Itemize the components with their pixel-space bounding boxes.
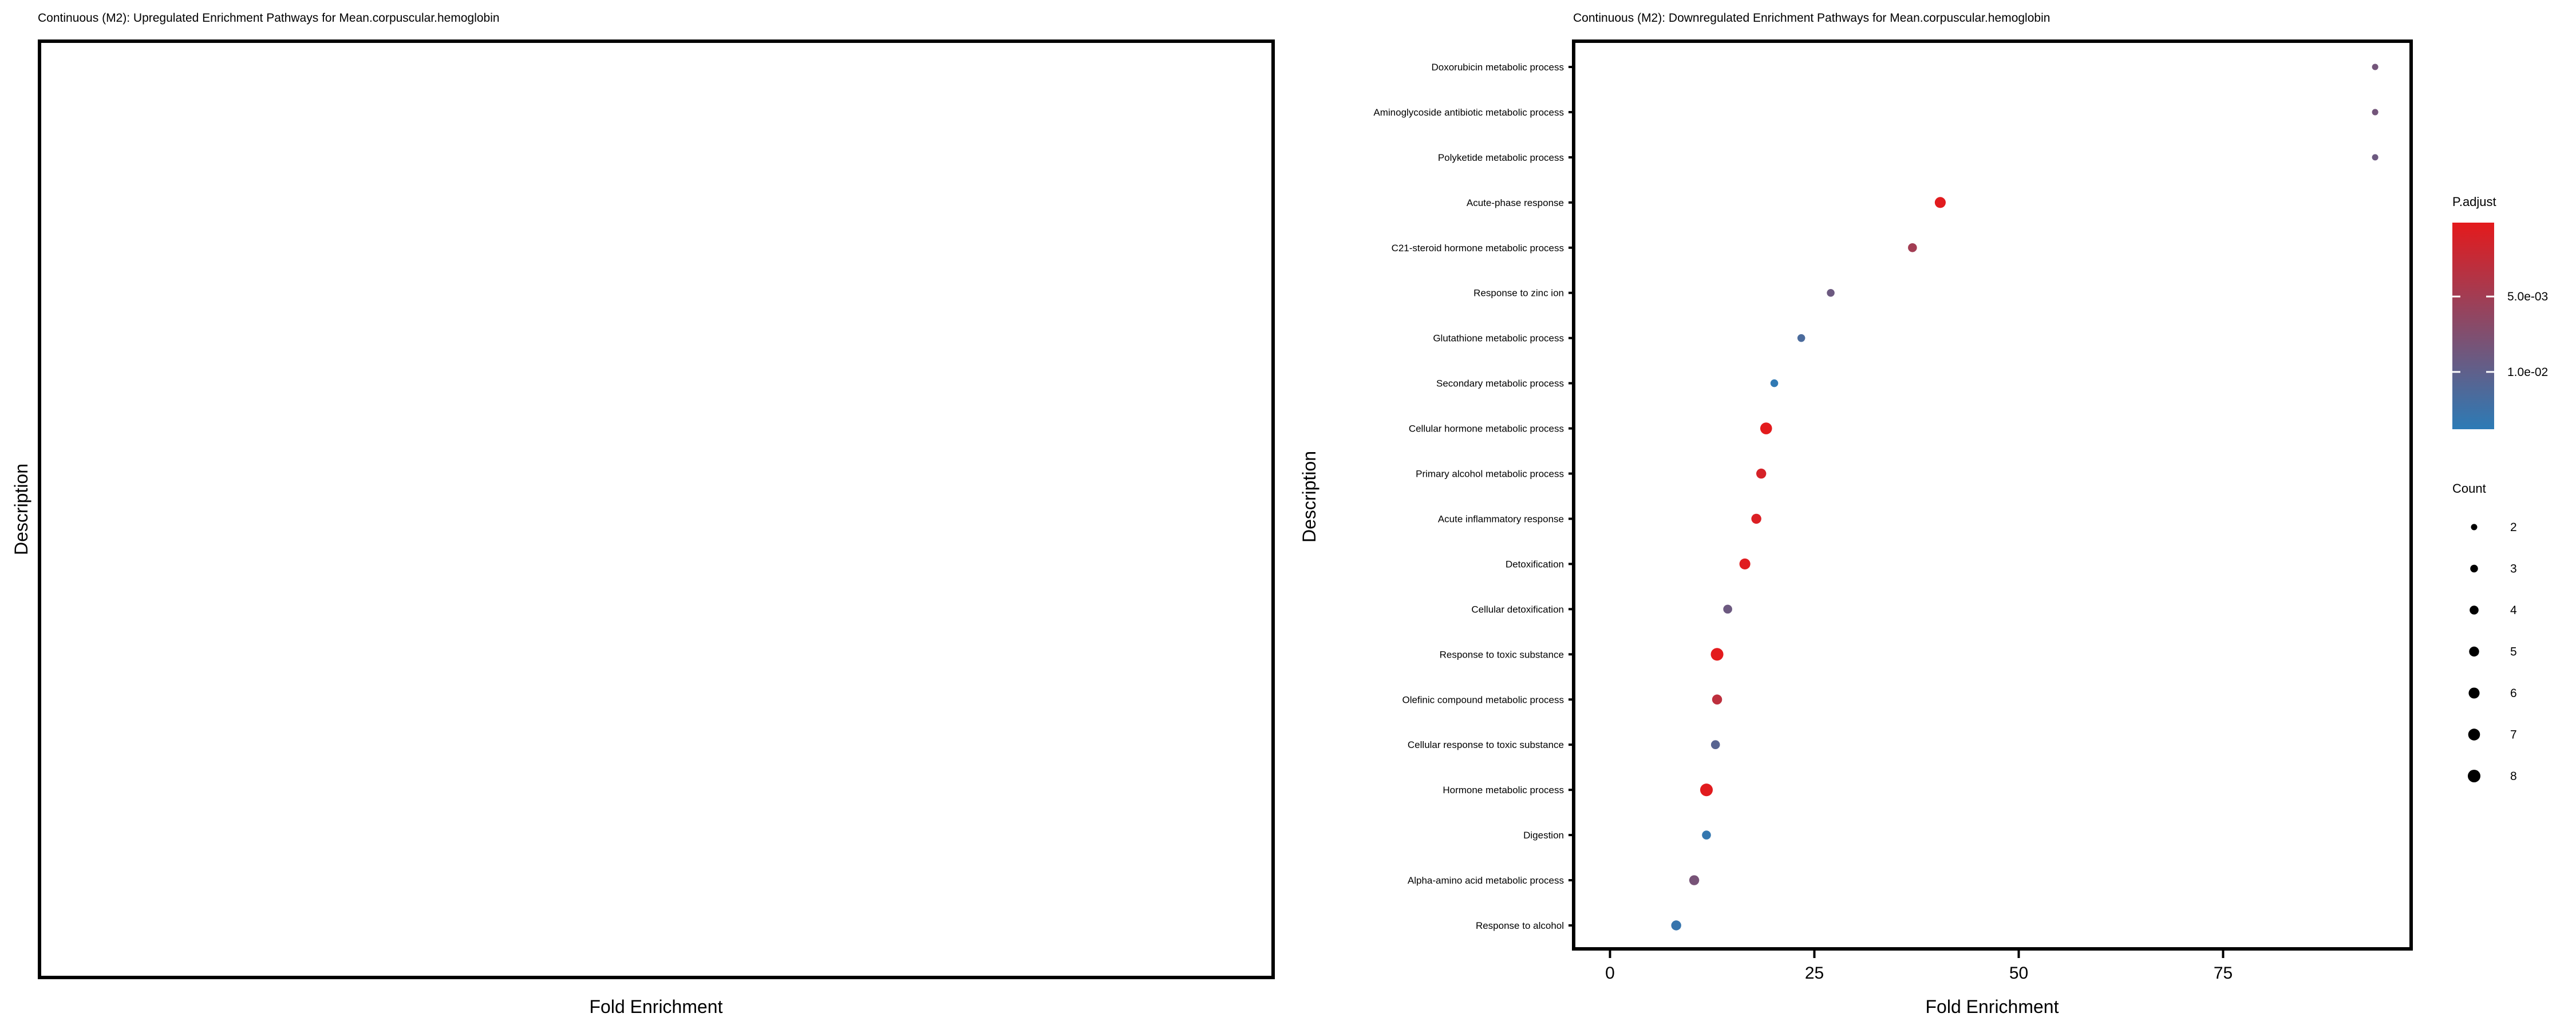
size-legend-label: 2 bbox=[2510, 521, 2517, 534]
y-tick-label: Olefinic compound metabolic process bbox=[1402, 694, 1564, 705]
y-tick-label: Primary alcohol metabolic process bbox=[1416, 469, 1564, 480]
size-legend-label: 5 bbox=[2510, 646, 2517, 659]
y-tick-label: Aminoglycoside antibiotic metabolic proc… bbox=[1373, 107, 1564, 118]
y-tick-label: Response to zinc ion bbox=[1473, 288, 1564, 299]
y-tick-label: Alpha-amino acid metabolic process bbox=[1408, 875, 1564, 886]
size-legend-label: 3 bbox=[2510, 563, 2517, 576]
color-bar bbox=[2452, 223, 2494, 429]
left-y-axis-label: Description bbox=[11, 464, 31, 555]
data-point bbox=[1756, 468, 1767, 479]
y-tick-label: Acute inflammatory response bbox=[1438, 513, 1564, 524]
right-x-axis-label: Fold Enrichment bbox=[1926, 996, 2059, 1017]
y-tick-label: Cellular hormone metabolic process bbox=[1409, 424, 1564, 434]
x-tick-label: 25 bbox=[1805, 964, 1824, 983]
size-legend-dot bbox=[2471, 524, 2478, 531]
data-point bbox=[1751, 513, 1761, 524]
right-plot-frame bbox=[1572, 39, 2413, 951]
size-legend-label: 8 bbox=[2510, 770, 2517, 783]
data-point bbox=[1770, 379, 1779, 387]
x-tick-label: 75 bbox=[2214, 964, 2233, 983]
right-chart-title: Continuous (M2): Downregulated Enrichmen… bbox=[1573, 11, 2050, 25]
data-point bbox=[2372, 109, 2379, 116]
y-tick-label: Acute-phase response bbox=[1467, 197, 1564, 208]
data-point bbox=[2372, 154, 2379, 161]
y-tick-label: Response to alcohol bbox=[1476, 920, 1564, 931]
data-point bbox=[1934, 197, 1946, 208]
data-point bbox=[1710, 740, 1720, 750]
y-tick-label: Digestion bbox=[1523, 830, 1564, 841]
y-tick-label: Doxorubicin metabolic process bbox=[1432, 62, 1564, 73]
data-point bbox=[1712, 694, 1722, 705]
data-point bbox=[1827, 288, 1835, 297]
data-point bbox=[1723, 604, 1732, 614]
y-tick-label: Cellular response to toxic substance bbox=[1408, 739, 1564, 750]
size-legend-dot bbox=[2468, 687, 2480, 699]
data-point bbox=[2372, 64, 2379, 70]
size-legend-dot bbox=[2468, 729, 2480, 741]
data-point bbox=[1689, 875, 1700, 885]
data-point bbox=[1710, 648, 1724, 661]
data-point bbox=[1797, 334, 1805, 342]
y-tick-label: Detoxification bbox=[1506, 559, 1564, 569]
y-tick-label: Polyketide metabolic process bbox=[1438, 152, 1564, 163]
size-legend-label: 4 bbox=[2510, 604, 2517, 617]
y-tick-label: Glutathione metabolic process bbox=[1433, 333, 1564, 344]
size-legend-dot bbox=[2469, 646, 2479, 657]
left-panel: Continuous (M2): Upregulated Enrichment … bbox=[11, 11, 1275, 1017]
size-legend-label: 6 bbox=[2510, 687, 2517, 700]
y-tick-label: C21-steroid hormone metabolic process bbox=[1392, 243, 1564, 254]
x-tick-label: 50 bbox=[2009, 964, 2028, 983]
size-legend-dot bbox=[2470, 605, 2479, 615]
y-tick-label: Cellular detoxification bbox=[1471, 604, 1564, 615]
color-bar-tick-label: 5.0e-03 bbox=[2507, 290, 2548, 303]
right-panel: Continuous (M2): Downregulated Enrichmen… bbox=[1299, 11, 2413, 1017]
left-x-axis-label: Fold Enrichment bbox=[590, 996, 723, 1017]
size-legend-title: Count bbox=[2452, 481, 2486, 496]
data-point bbox=[1702, 830, 1711, 840]
right-y-axis-label: Description bbox=[1299, 451, 1319, 543]
data-point bbox=[1760, 422, 1772, 434]
x-tick-label: 0 bbox=[1605, 964, 1615, 983]
left-plot-frame bbox=[38, 39, 1275, 979]
y-tick-label: Response to toxic substance bbox=[1440, 649, 1564, 660]
y-tick-label: Secondary metabolic process bbox=[1436, 378, 1564, 389]
left-chart-title: Continuous (M2): Upregulated Enrichment … bbox=[38, 11, 500, 25]
data-point bbox=[1700, 783, 1713, 797]
color-bar-tick-label: 1.0e-02 bbox=[2507, 366, 2548, 379]
data-point bbox=[1908, 243, 1917, 252]
size-legend-dot bbox=[2470, 564, 2478, 573]
size-legend-dot bbox=[2467, 769, 2481, 783]
data-point bbox=[1739, 558, 1751, 569]
legend: P.adjust 5.0e-03 1.0e-02 Count 2 3 4 5 6 7 8 bbox=[2452, 195, 2548, 783]
size-legend-label: 7 bbox=[2510, 729, 2517, 742]
data-point bbox=[1671, 920, 1681, 931]
color-legend-title: P.adjust bbox=[2452, 195, 2496, 209]
y-tick-label: Hormone metabolic process bbox=[1443, 785, 1564, 795]
